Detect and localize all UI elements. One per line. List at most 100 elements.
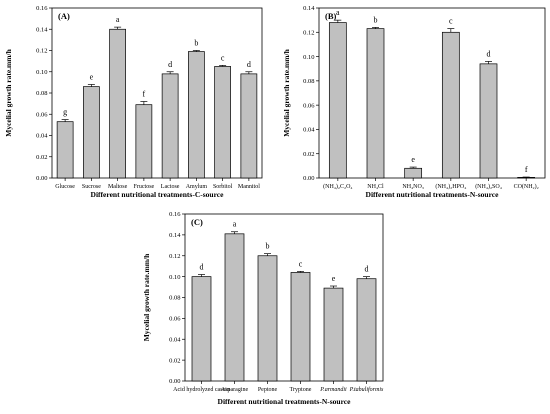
y-tick-label: 0.10 xyxy=(36,69,47,76)
panel-a: 0.00 0.02 0.04 0.06 0.08 0.10 0.12 0.14 0.16 g Glu… xyxy=(4,5,263,199)
category-label: (NH₄)₂HPO₄ xyxy=(435,183,466,190)
significance-letter: a xyxy=(233,220,237,229)
category-label: P.armandii xyxy=(319,387,347,393)
y-tick-label: 0.06 xyxy=(303,102,315,109)
bar xyxy=(135,104,153,179)
bar xyxy=(441,31,460,179)
bar xyxy=(56,121,74,179)
y-tick-label: 0.06 xyxy=(169,316,181,323)
y-tick-label: 0.14 xyxy=(36,26,48,33)
category-label: Sucrose xyxy=(82,184,101,190)
significance-letter: f xyxy=(143,90,146,99)
bar xyxy=(191,276,212,382)
bar xyxy=(356,278,377,382)
significance-letter: e xyxy=(90,73,94,82)
bar xyxy=(517,177,536,179)
y-tick-label: 0.14 xyxy=(303,5,315,12)
significance-letter: g xyxy=(63,108,67,117)
y-tick-label: 0.00 xyxy=(36,175,47,182)
bar xyxy=(240,73,258,179)
panel-label: (C) xyxy=(191,217,203,227)
y-tick-label: 0.08 xyxy=(36,90,47,97)
y-tick-label: 0.14 xyxy=(169,232,181,239)
category-label: Amylum xyxy=(186,184,208,190)
category-label: Glucose xyxy=(55,184,75,190)
significance-letter: d xyxy=(247,60,251,69)
bar xyxy=(214,66,231,179)
x-axis-label: Different nutritional treatments-N-sourc… xyxy=(366,190,500,199)
category-label: (NH₄)₂SO₄ xyxy=(475,183,502,190)
y-tick-label: 0.16 xyxy=(169,211,181,218)
significance-letter: a xyxy=(116,15,120,24)
y-tick-label: 0.00 xyxy=(169,378,180,385)
category-label: P.tabuliformis xyxy=(349,386,384,393)
category-label: Maltose xyxy=(108,184,128,190)
significance-letter: c xyxy=(221,53,225,62)
y-tick-label: 0.12 xyxy=(169,253,180,260)
category-label: Sorbitol xyxy=(213,184,233,190)
bar xyxy=(109,28,126,179)
y-tick-label: 0.00 xyxy=(303,175,314,182)
y-tick-label: 0.02 xyxy=(36,154,47,161)
category-label: Asparagine xyxy=(221,387,249,393)
significance-letter: c xyxy=(299,259,303,268)
y-tick-label: 0.02 xyxy=(169,357,180,364)
bar xyxy=(328,22,347,179)
y-tick-label: 0.16 xyxy=(36,5,48,12)
significance-letter: d xyxy=(168,60,172,69)
significance-letter: a xyxy=(336,8,340,17)
bar xyxy=(479,63,498,179)
y-tick-label: 0.04 xyxy=(169,336,181,343)
category-label: Peptone xyxy=(258,387,278,393)
y-tick-label: 0.02 xyxy=(303,151,314,158)
category-label: (NH₄)₂C₂O₄ xyxy=(323,183,352,190)
y-axis-label: Mycelial growth rate.mm/h xyxy=(282,48,291,136)
x-axis-label: Different nutritional treatments-N-sourc… xyxy=(218,397,352,406)
panel-label: (B) xyxy=(325,11,337,21)
y-tick-label: 0.12 xyxy=(303,29,314,36)
significance-letter: c xyxy=(449,17,453,26)
category-label: Acid hydrolyzed casein xyxy=(173,387,230,393)
significance-letter: b xyxy=(194,39,198,48)
bar xyxy=(83,86,100,179)
significance-letter: d xyxy=(200,263,204,272)
y-tick-label: 0.04 xyxy=(36,133,48,140)
y-tick-label: 0.08 xyxy=(169,295,180,302)
plot-frame xyxy=(184,213,384,382)
panel-label: (A) xyxy=(58,11,70,21)
category-label: Mannitol xyxy=(238,184,260,190)
bar xyxy=(366,28,385,179)
category-label: NH₄NO₃ xyxy=(402,184,424,190)
plot-frame xyxy=(318,7,546,179)
significance-letter: b xyxy=(266,242,270,251)
significance-letter: e xyxy=(332,274,336,283)
category-label: NH₄Cl xyxy=(367,184,384,190)
bar xyxy=(257,255,278,382)
y-tick-label: 0.10 xyxy=(303,54,314,61)
y-tick-label: 0.10 xyxy=(169,274,180,281)
y-tick-label: 0.12 xyxy=(36,48,47,55)
significance-letter: d xyxy=(487,49,491,58)
category-label: CO(NH₂)₂ xyxy=(514,183,539,190)
significance-letter: f xyxy=(525,165,528,174)
significance-letter: d xyxy=(365,265,369,274)
y-axis-label: Mycelial growth rate.mm/h xyxy=(142,253,151,341)
y-tick-label: 0.08 xyxy=(303,78,314,85)
bar xyxy=(323,287,344,382)
category-label: Lactose xyxy=(161,184,180,190)
significance-letter: b xyxy=(374,15,378,24)
y-axis-label: Mycelial growth rate.mm/h xyxy=(4,48,13,136)
category-label: Fructose xyxy=(134,184,155,190)
significance-letter: e xyxy=(411,155,415,164)
panel-b: 0.00 0.02 0.04 0.06 0.08 0.10 0.12 0.14 a (NH₄)₂C… xyxy=(282,5,546,199)
bar xyxy=(161,73,179,179)
bar xyxy=(188,51,205,179)
x-axis-label: Different nutritional treatments-C-sourc… xyxy=(91,190,225,199)
category-label: Tryptone xyxy=(290,387,312,393)
panel-c: 0.00 0.02 0.04 0.06 0.08 0.10 0.12 0.14 0.16 d Aci… xyxy=(142,211,384,406)
bar xyxy=(404,167,423,179)
bar xyxy=(290,272,311,382)
y-tick-label: 0.04 xyxy=(303,127,315,134)
y-tick-label: 0.06 xyxy=(36,111,48,118)
